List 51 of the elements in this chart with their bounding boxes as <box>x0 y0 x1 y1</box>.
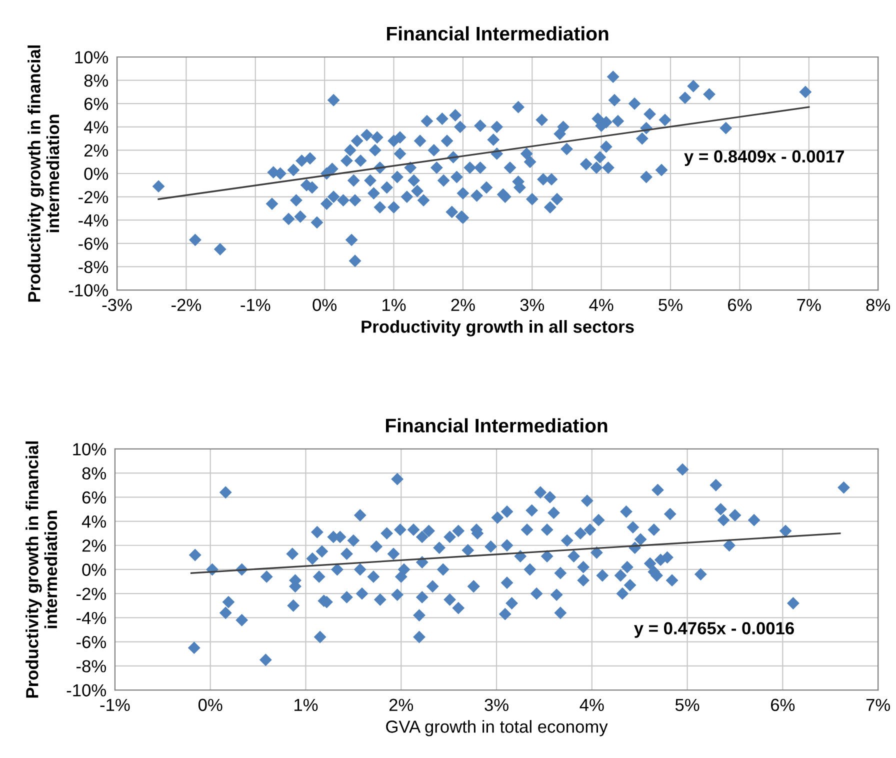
x-tick-label: 2% <box>451 298 475 312</box>
x-tick-label: 7% <box>866 698 890 712</box>
y-axis-title: Productivity growth in financial intermediation <box>28 45 60 302</box>
x-tick-label: 4% <box>589 298 614 312</box>
y-tick-label: 8% <box>82 467 106 480</box>
y-tick-label: -4% <box>76 612 106 624</box>
y-tick-label: 6% <box>84 98 108 110</box>
y-tick-label: -10% <box>68 284 108 296</box>
chart-title: Financial Intermediation <box>387 26 608 41</box>
y-tick-label: 8% <box>84 74 108 87</box>
x-tick-label: 3% <box>484 698 508 712</box>
chart-title: Financial Intermediation <box>386 418 608 432</box>
x-tick-label: -2% <box>172 298 202 312</box>
x-tick-label: -1% <box>240 298 270 312</box>
y-tick-label: -10% <box>66 684 106 696</box>
y-tick-label: 2% <box>84 144 108 157</box>
x-tick-label: 6% <box>771 698 795 712</box>
y-tick-label: -6% <box>76 636 106 648</box>
x-tick-label: -1% <box>100 698 130 712</box>
x-axis-title: GVA growth in total economy <box>386 720 608 736</box>
y-axis-title: Productivity growth in financial intermediation <box>26 441 58 698</box>
x-tick-label: 4% <box>580 698 604 712</box>
x-tick-label: 5% <box>675 698 700 712</box>
y-tick-label: 0% <box>82 564 106 576</box>
x-tick-label: 8% <box>866 298 890 312</box>
y-tick-label: -8% <box>78 260 108 274</box>
x-tick-label: 1% <box>382 298 406 312</box>
y-tick-label: -2% <box>76 588 106 600</box>
x-tick-label: -3% <box>102 298 132 312</box>
x-axis-title: Productivity growth in all sectors <box>362 320 634 336</box>
x-tick-label: 7% <box>797 298 821 312</box>
y-tick-label: 10% <box>75 51 108 64</box>
x-tick-label: 0% <box>198 698 222 712</box>
y-tick-label: -4% <box>78 214 108 226</box>
y-tick-label: -6% <box>78 238 108 250</box>
y-tick-label: 2% <box>82 540 106 552</box>
x-tick-label: 1% <box>294 698 318 712</box>
x-tick-label: 5% <box>658 298 682 312</box>
y-tick-label: 10% <box>73 443 106 456</box>
y-tick-label: 4% <box>84 121 108 134</box>
annotation: y = 0.8409x - 0.0017 <box>684 150 844 166</box>
x-tick-label: 0% <box>312 298 337 312</box>
annotation: y = 0.4765x - 0.0016 <box>634 622 794 638</box>
y-tick-label: 6% <box>82 491 106 504</box>
y-tick-label: -8% <box>76 660 106 672</box>
y-tick-label: 4% <box>82 516 106 528</box>
x-tick-label: 2% <box>389 698 414 712</box>
y-tick-label: 0% <box>84 168 108 180</box>
x-tick-label: 6% <box>728 298 752 312</box>
y-tick-label: -2% <box>78 190 108 204</box>
x-tick-label: 3% <box>520 298 544 312</box>
